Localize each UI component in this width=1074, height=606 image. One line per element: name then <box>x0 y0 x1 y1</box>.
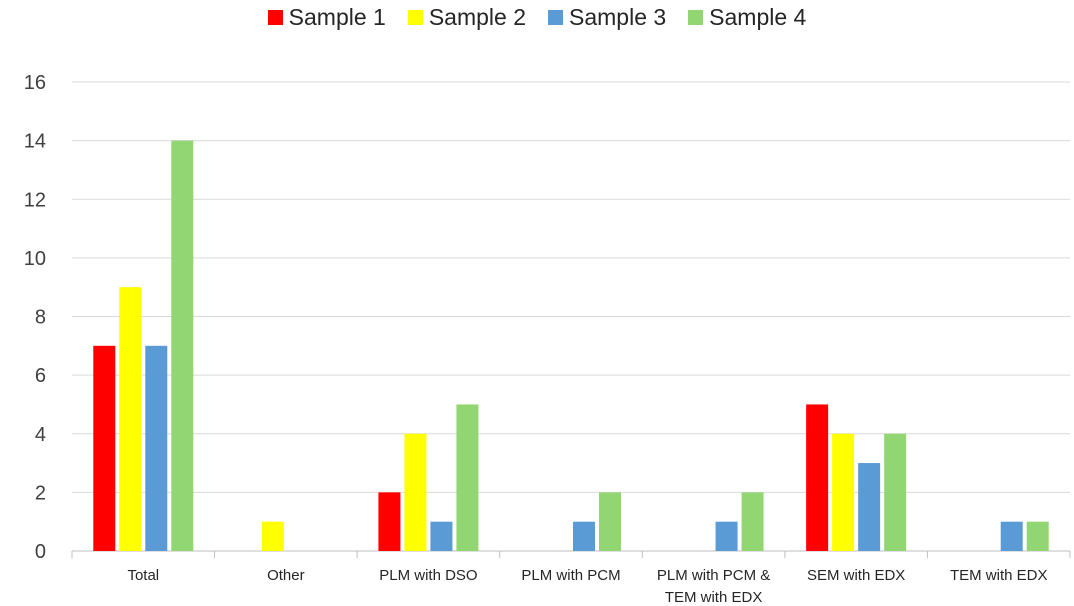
bar <box>599 492 621 551</box>
bar <box>404 433 427 551</box>
legend-item-sample-3: Sample 3 <box>548 4 666 31</box>
x-tick-label: TEM with EDX <box>950 567 1048 584</box>
legend-swatch <box>548 10 563 25</box>
legend-item-sample-1: Sample 1 <box>267 4 386 31</box>
bar <box>858 463 881 551</box>
bar <box>573 521 595 551</box>
legend-label: Sample 2 <box>428 4 526 30</box>
x-tick-label: PLM with DSO <box>379 567 477 584</box>
bar <box>715 521 738 551</box>
legend-label: Sample 1 <box>288 4 386 30</box>
bar <box>456 404 479 551</box>
y-tick-label: 6 <box>35 365 46 387</box>
y-tick-label: 0 <box>35 541 46 563</box>
y-tick-label: 14 <box>24 131 46 153</box>
x-tick-label: PLM with PCM <box>521 567 620 584</box>
bar <box>145 345 168 551</box>
bar <box>93 345 116 551</box>
legend-swatch <box>688 10 704 25</box>
bar <box>171 140 194 551</box>
x-tick-label: Total <box>127 567 159 584</box>
bar <box>884 433 907 551</box>
y-tick-label: 12 <box>24 189 46 211</box>
y-tick-label: 2 <box>35 482 46 504</box>
y-tick-label: 16 <box>24 72 46 94</box>
bar <box>378 492 401 551</box>
bar <box>1000 521 1023 551</box>
bar <box>430 521 453 551</box>
legend-label: Sample 3 <box>569 4 667 30</box>
legend-label: Sample 4 <box>709 4 807 30</box>
legend-item-sample-2: Sample 2 <box>407 4 526 31</box>
legend-item-sample-4: Sample 4 <box>688 4 806 31</box>
bar <box>832 433 855 551</box>
legend-swatch <box>267 10 283 25</box>
y-tick-label: 10 <box>24 248 46 270</box>
x-tick-label: TEM with EDX <box>665 589 763 606</box>
bar <box>741 492 764 551</box>
bar <box>261 521 284 551</box>
bar <box>806 404 829 551</box>
x-tick-label: PLM with PCM & <box>657 567 770 584</box>
bar <box>119 287 142 551</box>
y-tick-label: 8 <box>35 307 46 329</box>
x-tick-label: Other <box>267 567 305 584</box>
y-tick-label: 4 <box>35 424 46 446</box>
x-tick-label: SEM with EDX <box>807 567 905 584</box>
bar <box>1026 521 1049 551</box>
legend-swatch <box>407 10 423 25</box>
chart-legend: Sample 1 Sample 2 Sample 3 Sample 4 <box>0 4 1074 31</box>
